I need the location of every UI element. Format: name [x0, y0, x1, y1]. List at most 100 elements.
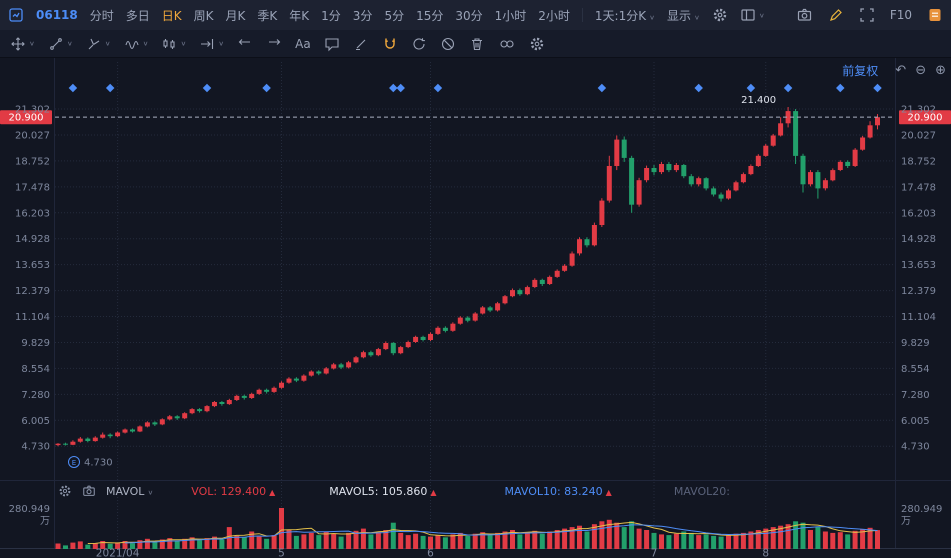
- mavol10-value: MAVOL10: 83.240 ▲: [504, 484, 612, 498]
- drawing-toolbar: ∨ ∨ ∨ ∨ ∨ ∨ Aa: [0, 30, 951, 58]
- refresh-icon[interactable]: [411, 36, 427, 52]
- tab-monthly-k[interactable]: 月K: [225, 8, 246, 23]
- y-tick-right: 18.752: [901, 156, 936, 167]
- fullscreen-icon[interactable]: [859, 7, 875, 23]
- tab-15min[interactable]: 15分: [416, 8, 444, 23]
- settings-gear-icon[interactable]: [712, 7, 728, 23]
- tab-weekly-k[interactable]: 周K: [193, 8, 214, 23]
- y-tick-right: 6.005: [901, 416, 930, 427]
- mavol5-value: MAVOL5: 105.860 ▲: [329, 484, 437, 498]
- svg-text:20.900: 20.900: [908, 113, 943, 124]
- event-marker: [433, 83, 443, 93]
- y-tick-right: 20.027: [901, 130, 936, 141]
- redo-arrow-icon[interactable]: [266, 36, 282, 52]
- tab-3min[interactable]: 3分: [352, 8, 373, 23]
- x-tick: 2021/04: [96, 548, 140, 558]
- interval-selector[interactable]: 1天:1分K ∨: [594, 8, 655, 23]
- zoom-out-icon[interactable]: ⊖: [915, 63, 927, 78]
- up-triangle-icon: ▲: [269, 487, 276, 497]
- symbol-code[interactable]: 06118: [36, 8, 78, 22]
- chevron-down-icon: ∨: [142, 39, 149, 48]
- symbol-logo-icon[interactable]: [8, 7, 24, 23]
- candle-series: [55, 107, 880, 447]
- chevron-down-icon: ∨: [649, 13, 655, 21]
- pitchfork-icon[interactable]: ∨: [86, 36, 111, 52]
- mavol10-line: [124, 524, 878, 544]
- gear-icon[interactable]: [529, 36, 545, 52]
- vol-axis-max-left: 280.949: [9, 504, 50, 515]
- tab-30min[interactable]: 30分: [455, 8, 483, 23]
- tab-quarterly-k[interactable]: 季K: [257, 8, 278, 23]
- high-annotation: 21.400: [741, 95, 776, 106]
- tab-duori[interactable]: 多日: [125, 8, 150, 23]
- event-marker: [836, 83, 845, 93]
- y-tick-left: 21.302: [15, 105, 50, 116]
- move-tool-icon[interactable]: ∨: [10, 36, 35, 52]
- chevron-down-icon: ∨: [693, 13, 700, 21]
- tab-yearly-k[interactable]: 年K: [289, 8, 310, 23]
- undo-icon[interactable]: ↶: [895, 63, 907, 78]
- event-marker: [68, 83, 78, 93]
- period-toolbar: 06118 分时 多日 日K 周K 月K 季K 年K 1分 3分 5分 15分 …: [0, 0, 951, 30]
- y-tick-left: 13.653: [15, 260, 50, 271]
- link-toggle-icon[interactable]: [498, 36, 516, 52]
- display-menu[interactable]: 显示 ∨: [666, 8, 700, 23]
- y-tick-left: 4.730: [21, 442, 50, 453]
- tab-daily-k[interactable]: 日K: [161, 8, 182, 23]
- chevron-down-icon: ∨: [758, 11, 765, 19]
- y-tick-right: 17.478: [901, 182, 936, 193]
- x-tick: 5: [278, 548, 285, 558]
- toolbar-divider: [581, 8, 583, 22]
- tab-1hour[interactable]: 1小时: [494, 8, 527, 23]
- chart-overlays: 20.900 20.900 21.400 E 4.730: [0, 83, 951, 469]
- y-tick-left: 11.104: [15, 312, 50, 323]
- indicator-selector[interactable]: MAVOL ∨: [106, 484, 154, 498]
- low-annotation: 4.730: [84, 458, 113, 469]
- vol-axis-unit-left: 万: [40, 516, 50, 527]
- wave-icon[interactable]: ∨: [124, 36, 149, 52]
- x-tick: 6: [427, 548, 434, 558]
- text-tool-icon[interactable]: Aa: [295, 36, 311, 51]
- stock-doc-icon[interactable]: [927, 7, 943, 23]
- trend-line-icon[interactable]: ∨: [48, 36, 73, 52]
- current-price-tag: [0, 110, 52, 125]
- zoom-in-icon[interactable]: ⊕: [935, 63, 946, 78]
- event-marker: [389, 83, 398, 93]
- y-tick-right: 14.928: [901, 234, 936, 245]
- trash-icon[interactable]: [469, 36, 485, 52]
- ban-icon[interactable]: [440, 36, 456, 52]
- tab-2hour[interactable]: 2小时: [538, 8, 570, 23]
- extend-line-icon[interactable]: ∨: [199, 36, 224, 52]
- magnet-icon[interactable]: [382, 36, 398, 52]
- undo-arrow-icon[interactable]: [237, 36, 253, 52]
- f10-button[interactable]: F10: [889, 8, 912, 22]
- indicator-gear-icon[interactable]: [58, 484, 72, 498]
- toolbar-right-group: F10: [796, 7, 943, 23]
- event-marker: [597, 83, 607, 93]
- event-marker: [396, 83, 405, 93]
- pencil-edit-icon[interactable]: [828, 7, 844, 23]
- indicator-bar: MAVOL ∨ VOL: 129.400 ▲ MAVOL5: 105.860 ▲ MA…: [58, 483, 730, 499]
- y-tick-right: 9.829: [901, 338, 930, 349]
- chevron-down-icon: ∨: [104, 39, 111, 48]
- y-tick-right: 13.653: [901, 260, 936, 271]
- chevron-down-icon: ∨: [180, 39, 187, 48]
- eraser-icon[interactable]: [353, 36, 369, 52]
- adjust-mode-button[interactable]: 前复权: [842, 64, 879, 78]
- y-tick-left: 12.379: [15, 286, 50, 297]
- candle-pattern-icon[interactable]: ∨: [161, 36, 186, 52]
- y-tick-left: 8.554: [21, 364, 50, 375]
- camera-icon[interactable]: [796, 7, 813, 23]
- comment-icon[interactable]: [324, 36, 340, 52]
- tab-fenshi[interactable]: 分时: [89, 8, 114, 23]
- vol-axis-unit-right: 万: [901, 516, 911, 527]
- y-tick-right: 12.379: [901, 286, 936, 297]
- layout-box-icon[interactable]: ∨: [740, 7, 765, 23]
- tab-1min[interactable]: 1分: [321, 8, 341, 23]
- event-marker: [262, 83, 271, 93]
- tab-5min[interactable]: 5分: [384, 8, 405, 23]
- chart-corner-controls: 前复权 ↶ ⊖ ⊕: [842, 62, 946, 79]
- indicator-camera-icon[interactable]: [82, 484, 96, 498]
